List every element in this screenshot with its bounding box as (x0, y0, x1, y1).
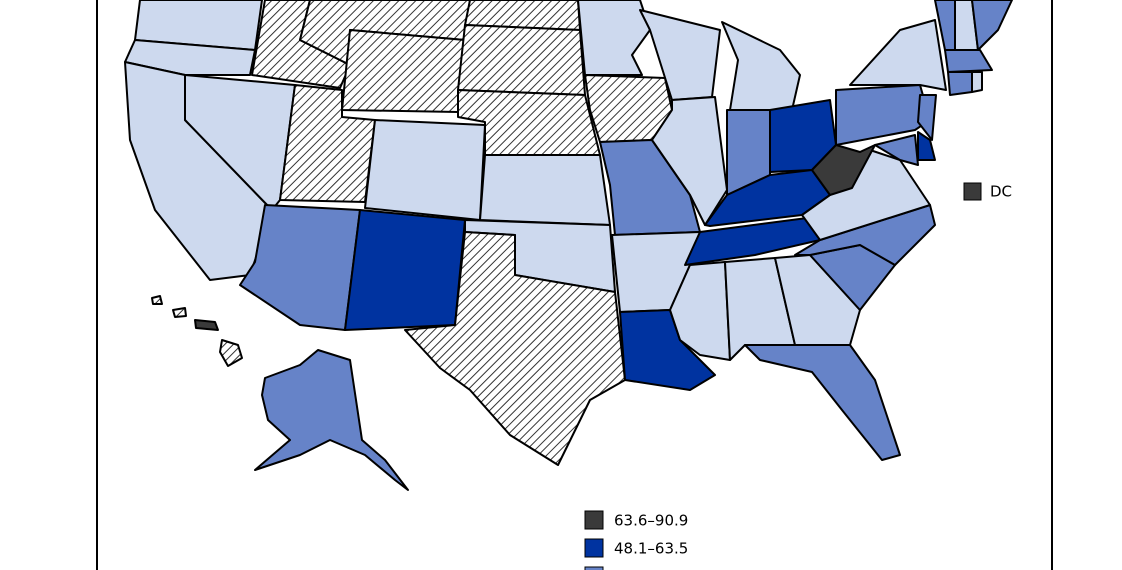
state (947, 71, 973, 96)
state (794, 204, 936, 266)
state (479, 154, 611, 226)
state (917, 131, 936, 161)
state (744, 344, 901, 461)
state (874, 134, 919, 166)
state (194, 319, 219, 331)
legend-swatch (584, 538, 604, 558)
state (457, 24, 586, 96)
legend-swatch (584, 566, 604, 570)
state (721, 21, 801, 111)
state (172, 307, 187, 318)
state (254, 349, 409, 491)
state (917, 94, 937, 141)
state (577, 0, 651, 76)
state (364, 119, 486, 221)
states (124, 0, 1013, 491)
state (849, 19, 947, 91)
dc-marker (963, 182, 982, 201)
state (971, 0, 1013, 51)
legend-swatch (584, 510, 604, 530)
state (151, 295, 163, 305)
legend: 63.6–90.9 48.1–63.5 33.4–48.0 (584, 510, 688, 570)
state (344, 209, 466, 331)
state (651, 96, 728, 226)
state (219, 339, 243, 367)
legend-label: 63.6–90.9 (614, 512, 688, 530)
legend-label: 48.1–63.5 (614, 540, 688, 558)
state (971, 71, 983, 93)
legend-label: 33.4–48.0 (614, 568, 688, 570)
dc-label: DC (990, 183, 1012, 201)
state (341, 29, 466, 113)
state (124, 39, 256, 76)
state (404, 231, 626, 466)
state (944, 49, 993, 73)
